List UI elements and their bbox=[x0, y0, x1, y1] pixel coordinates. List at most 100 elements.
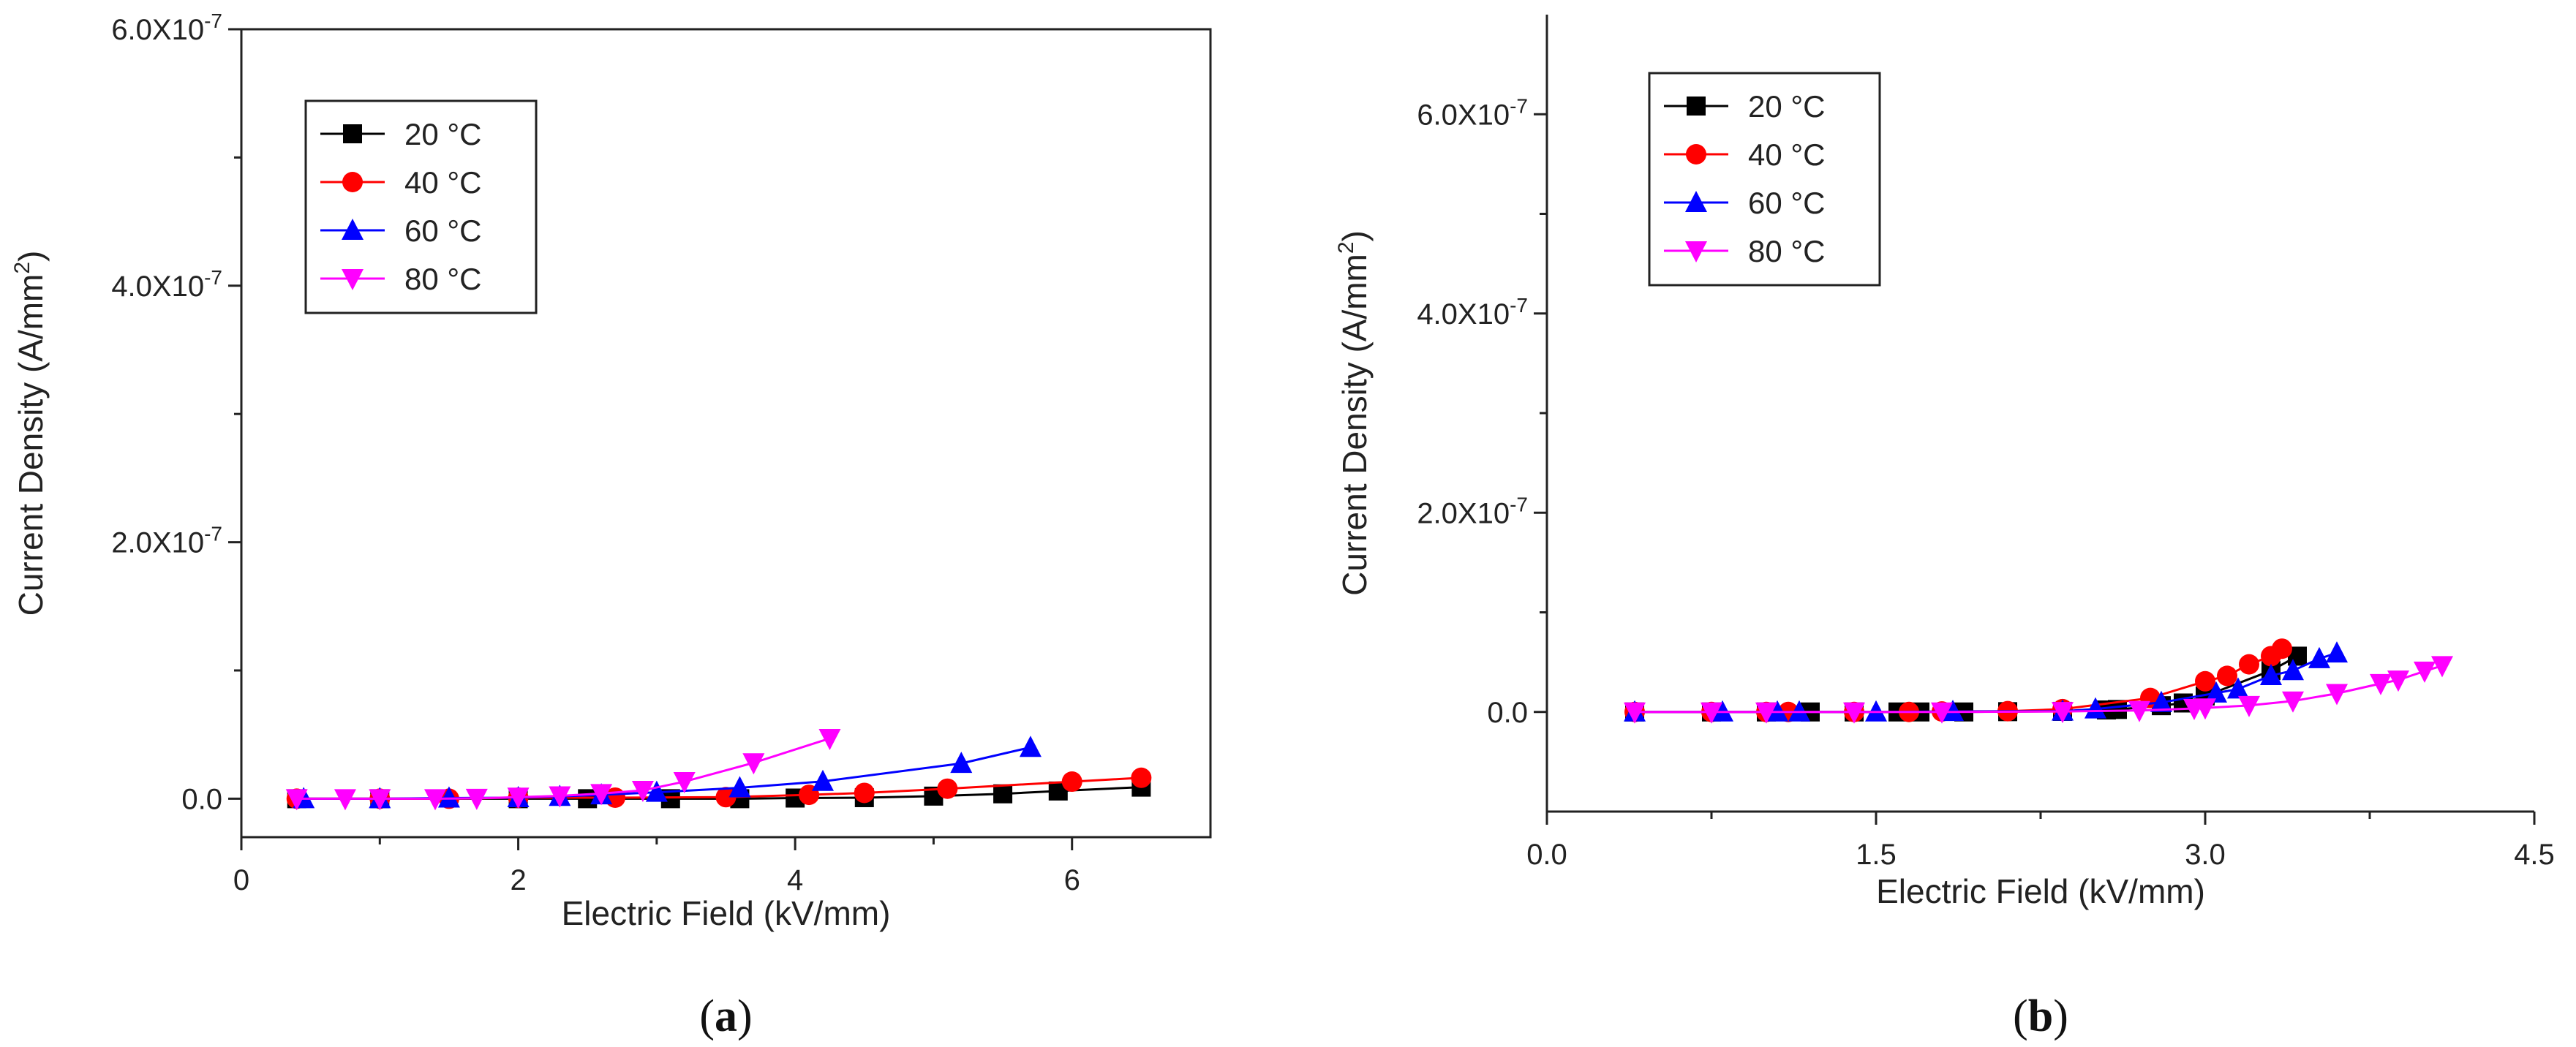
chart-a-x-tick-label: 0 bbox=[233, 864, 249, 896]
chart-a-data-point bbox=[1131, 767, 1152, 788]
chart-a-data-point bbox=[818, 728, 841, 750]
chart-b-data-point bbox=[1843, 702, 1865, 724]
chart-b-data-point bbox=[2128, 700, 2150, 722]
chart-b-series-2 bbox=[1624, 641, 2348, 722]
chart-a-y-axis-title: Current Density (A/mm2) bbox=[10, 251, 50, 616]
chart-b-data-point bbox=[2239, 654, 2259, 675]
chart-b-data-point bbox=[1766, 700, 1788, 722]
chart-a-data-point bbox=[549, 786, 571, 808]
chart-b-x-tick-label: 1.5 bbox=[1856, 839, 1897, 871]
chart-a-data-point bbox=[937, 778, 958, 799]
chart-a-y-tick-label: 2.0X10-7 bbox=[111, 523, 222, 559]
chart-b-data-point bbox=[2238, 695, 2260, 717]
chart-a: 0 2 4 6 0.0 2.0X10-7 4.0X10-7 6.0X10-7 Electric … bbox=[10, 10, 1212, 1041]
chart-b-legend-label: 20 °C bbox=[1748, 89, 1826, 124]
chart-b-data-point bbox=[2431, 656, 2453, 678]
chart-a-series-3 bbox=[285, 728, 841, 811]
chart-a-legend-marker bbox=[342, 269, 364, 290]
chart-a-y-tick-label: 6.0X10-7 bbox=[111, 10, 222, 46]
chart-a-legend-label: 40 °C bbox=[404, 165, 482, 200]
chart-b-data-point bbox=[1755, 702, 1777, 724]
chart-b-data-point bbox=[2084, 697, 2106, 719]
chart-b-data-point bbox=[2205, 681, 2227, 703]
chart-a-legend-label: 60 °C bbox=[404, 213, 482, 248]
chart-b-legend-label: 80 °C bbox=[1748, 234, 1826, 268]
chart-b-data-point bbox=[1865, 700, 1887, 722]
chart-b-data-point bbox=[2282, 659, 2304, 681]
chart-b-data-point bbox=[1931, 702, 1953, 724]
chart-b-legend: 20 °C 40 °C 60 °C 80 °C bbox=[1648, 72, 1881, 287]
chart-a-data-point bbox=[334, 789, 356, 811]
chart-a-legend-marker bbox=[342, 172, 363, 192]
chart-b-legend-marker bbox=[1685, 241, 1707, 262]
chart-a-x-axis-title: Electric Field (kV/mm) bbox=[562, 894, 891, 932]
chart-b-data-point bbox=[2326, 684, 2348, 706]
chart-b-y-tick-label: 0.0 bbox=[1487, 697, 1528, 729]
chart-a-legend-marker bbox=[342, 219, 364, 240]
chart-b-y-tick-label: 2.0X10-7 bbox=[1417, 493, 1528, 529]
chart-b-data-point bbox=[1788, 700, 1810, 722]
chart-a-y-tick-label: 0.0 bbox=[181, 783, 222, 815]
chart-b-data-point bbox=[2217, 665, 2237, 687]
chart-b-data-point bbox=[2387, 670, 2409, 692]
chart-b-data-point bbox=[2282, 691, 2304, 713]
chart-a-caption: (a) bbox=[699, 991, 752, 1041]
chart-a-x-tick-label: 2 bbox=[510, 864, 526, 896]
chart-b-legend-label: 60 °C bbox=[1748, 186, 1826, 220]
chart-b-series-line bbox=[1635, 664, 2443, 714]
chart-b-legend-marker bbox=[1687, 97, 1706, 116]
chart-a-data-point bbox=[1061, 771, 1082, 793]
chart-b-data-point bbox=[2414, 661, 2436, 683]
chart-a-data-point bbox=[993, 784, 1013, 804]
chart-a-data-point bbox=[631, 780, 654, 802]
chart-b-data-point bbox=[2260, 664, 2282, 686]
chart-a-legend-marker bbox=[343, 124, 362, 143]
chart-a-data-point bbox=[507, 787, 530, 809]
chart-b-data-point bbox=[2150, 690, 2172, 712]
chart-a-data-point bbox=[673, 772, 696, 794]
chart-b-data-point bbox=[2370, 673, 2392, 695]
chart-a-data-point bbox=[728, 776, 751, 798]
chart-a-y-tick-label: 4.0X10-7 bbox=[111, 266, 222, 303]
chart-a-legend: 20 °C 40 °C 60 °C 80 °C bbox=[304, 99, 538, 314]
chart-b-y-tick-label: 6.0X10-7 bbox=[1417, 94, 1528, 131]
chart-a-data-point bbox=[285, 789, 308, 811]
chart-a-legend-label: 20 °C bbox=[404, 117, 482, 151]
chart-b-series-3 bbox=[1624, 656, 2453, 724]
chart-b-data-point bbox=[2195, 670, 2215, 692]
chart-b-legend-marker bbox=[1685, 191, 1707, 212]
chart-b-y-tick-label: 4.0X10-7 bbox=[1417, 294, 1528, 330]
chart-b-y-axis-title: Current Density (A/mm2) bbox=[1334, 230, 1374, 596]
chart-b-data-point bbox=[2194, 698, 2216, 720]
chart-a-data-point bbox=[950, 752, 973, 774]
chart-b-data-point bbox=[2308, 646, 2330, 668]
chart-a-x-tick-label: 6 bbox=[1064, 864, 1080, 896]
chart-a-frame bbox=[240, 28, 1212, 839]
chart-a-legend-label: 80 °C bbox=[404, 262, 482, 296]
chart-b-x-tick-label: 3.0 bbox=[2185, 839, 2226, 871]
chart-a-x-tick-label: 4 bbox=[787, 864, 803, 896]
chart-b-data-point bbox=[2052, 702, 2074, 724]
chart-a-data-point bbox=[645, 780, 668, 802]
chart-b-x-axis-title: Electric Field (kV/mm) bbox=[1876, 872, 2205, 910]
chart-b-data-point bbox=[1701, 702, 1722, 724]
chart-a-data-point bbox=[369, 789, 391, 811]
chart-a-data-point bbox=[424, 789, 446, 811]
chart-b-x-tick-label: 4.5 bbox=[2514, 839, 2555, 871]
chart-a-data-point bbox=[854, 782, 875, 804]
chart-a-data-point bbox=[715, 787, 737, 808]
chart-b-data-point bbox=[1711, 700, 1733, 722]
chart-a-data-point bbox=[437, 786, 460, 808]
chart-b-data-point bbox=[1942, 700, 1964, 722]
chart-b-data-point bbox=[2227, 677, 2249, 699]
chart-a-data-point bbox=[812, 769, 834, 791]
chart-b-data-point bbox=[2326, 641, 2348, 663]
chart-a-data-point bbox=[465, 788, 488, 810]
chart-a-data-point bbox=[1019, 736, 1042, 757]
chart-b-caption: (b) bbox=[2013, 991, 2068, 1041]
chart-b-x-tick-label: 0.0 bbox=[1526, 839, 1567, 871]
chart-b-legend-label: 40 °C bbox=[1748, 137, 1826, 172]
chart-b-data-point bbox=[1624, 702, 1646, 724]
chart-b-data-point bbox=[2272, 638, 2292, 659]
